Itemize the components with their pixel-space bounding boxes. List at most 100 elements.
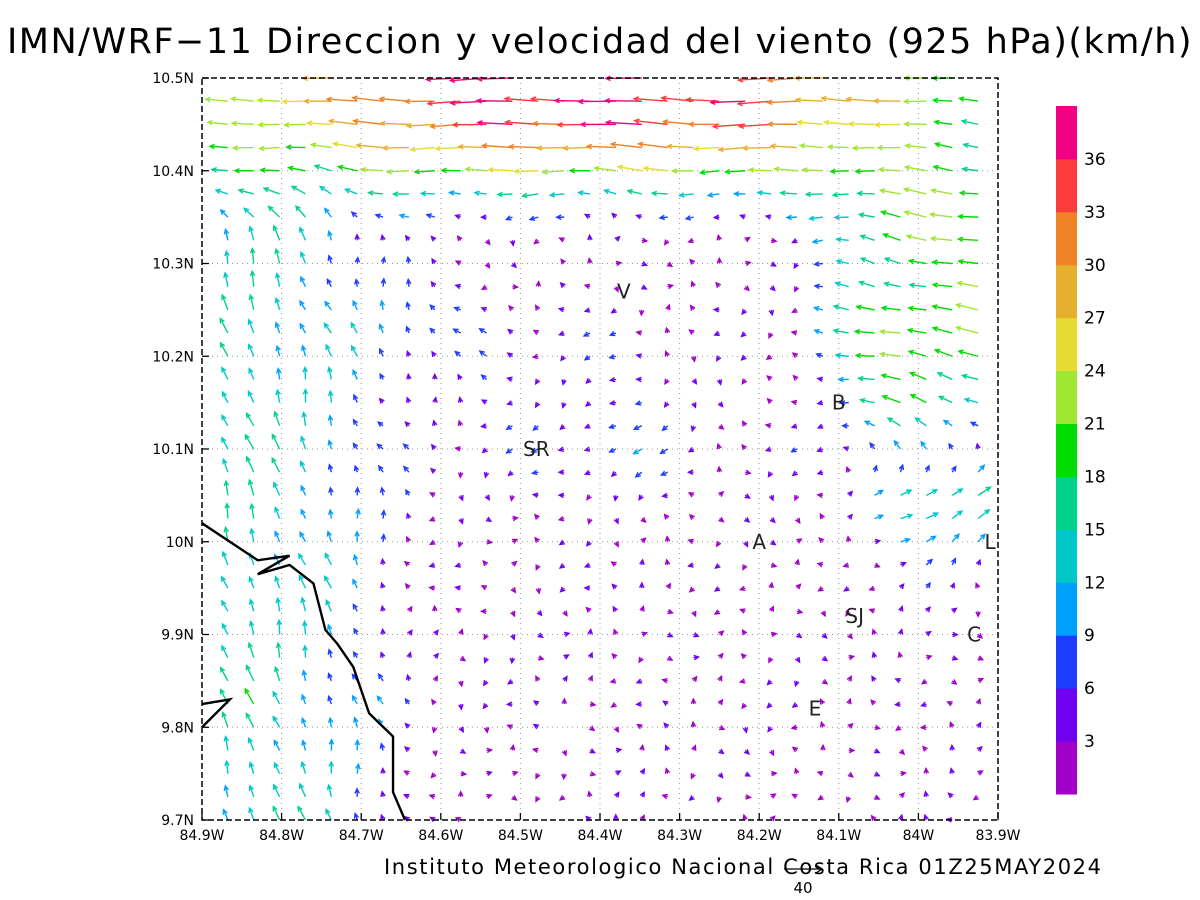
wind-vector <box>796 608 804 615</box>
wind-vector <box>302 98 332 104</box>
wind-vector <box>507 328 514 335</box>
colorbar-tick-label: 9 <box>1084 626 1095 646</box>
wind-vector <box>379 742 386 751</box>
wind-vector <box>367 190 384 196</box>
wind-vector <box>512 770 519 777</box>
wind-vector <box>377 672 384 682</box>
wind-vector <box>511 795 518 801</box>
wind-vector <box>838 400 849 406</box>
wind-vector <box>931 259 953 266</box>
wind-vector <box>248 293 255 311</box>
wind-vector <box>587 674 593 682</box>
wind-vector <box>898 463 905 473</box>
wind-vector <box>826 144 849 150</box>
wind-vector <box>664 378 670 386</box>
x-tick-label: 84.4W <box>577 828 622 844</box>
wind-vector <box>521 192 539 199</box>
wind-vector <box>744 516 751 523</box>
colorbar-segment <box>1056 476 1077 530</box>
wind-vector <box>381 145 409 151</box>
wind-vector <box>670 168 694 174</box>
wind-vector <box>274 296 281 311</box>
wind-vector <box>742 727 749 734</box>
wind-vector <box>283 121 306 128</box>
wind-vector <box>430 280 437 288</box>
wind-vector <box>486 539 494 545</box>
wind-vector <box>299 460 307 473</box>
wind-vector <box>583 562 591 568</box>
wind-vector <box>353 812 360 821</box>
wind-vector <box>613 791 620 798</box>
wind-vector <box>512 515 519 522</box>
wind-vector <box>249 247 256 264</box>
wind-vector <box>820 743 826 751</box>
wind-vector <box>863 420 875 427</box>
wind-vector <box>403 98 435 105</box>
wind-vector <box>262 187 280 195</box>
wind-vector <box>638 581 645 589</box>
wind-vector <box>608 376 617 383</box>
wind-vector <box>766 702 773 709</box>
wind-vector <box>858 397 875 404</box>
wind-vector <box>663 722 670 729</box>
wind-vector <box>300 760 307 774</box>
colorbar-segment <box>1056 370 1077 425</box>
wind-vector <box>713 609 721 615</box>
wind-vector <box>548 192 565 198</box>
wind-vector <box>459 655 467 662</box>
wind-vector <box>816 469 824 476</box>
wind-vector <box>355 507 361 519</box>
wind-vector <box>769 749 775 757</box>
wind-vector <box>219 341 229 357</box>
wind-vector <box>790 423 798 429</box>
wind-vector <box>899 792 906 799</box>
wind-vector <box>245 455 255 473</box>
wind-vector <box>583 585 591 591</box>
wind-vector <box>857 212 875 218</box>
wind-vector <box>811 238 824 245</box>
wind-vector <box>895 725 902 732</box>
wind-vector <box>661 425 669 432</box>
wind-vector <box>352 553 359 566</box>
wind-vector <box>380 233 386 241</box>
wind-vector <box>379 299 386 310</box>
wind-vector <box>794 558 800 566</box>
wind-vector <box>434 145 461 152</box>
wind-vector <box>301 716 307 728</box>
wind-vector <box>326 623 333 635</box>
wind-vector <box>793 262 799 270</box>
wind-vector <box>698 169 720 176</box>
wind-vector <box>769 285 776 292</box>
wind-vector <box>274 575 281 589</box>
wind-vector <box>954 325 979 334</box>
wind-vector <box>274 506 281 519</box>
wind-vector <box>933 119 953 126</box>
reference-vector-label: 40 <box>793 879 812 897</box>
wind-vector <box>275 344 281 357</box>
wind-vector <box>833 214 849 221</box>
wind-vector <box>689 258 696 265</box>
wind-vector <box>504 215 513 221</box>
reference-vector-head <box>815 864 824 874</box>
wind-vector <box>663 513 670 520</box>
reference-vector: 40 <box>784 864 824 897</box>
chart-title: IMN/WRF−11 Direccion y velocidad del vie… <box>6 22 1194 62</box>
wind-vector <box>380 627 386 635</box>
wind-vector <box>380 533 387 542</box>
wind-vector <box>326 530 333 542</box>
wind-vector <box>615 260 623 267</box>
x-tick-label: 84.6W <box>418 828 463 844</box>
colorbar-tick-label: 6 <box>1084 679 1095 699</box>
wind-vector <box>275 367 282 380</box>
wind-vector <box>587 627 593 635</box>
wind-vector <box>534 304 541 311</box>
wind-vector <box>611 652 618 660</box>
wind-vector <box>795 583 802 590</box>
wind-vector <box>458 628 464 635</box>
wind-vector <box>635 376 642 383</box>
wind-vector <box>687 121 720 128</box>
wind-vector <box>219 208 229 218</box>
wind-vector <box>223 784 230 797</box>
wind-vector <box>378 96 410 102</box>
wind-vector <box>768 494 775 502</box>
